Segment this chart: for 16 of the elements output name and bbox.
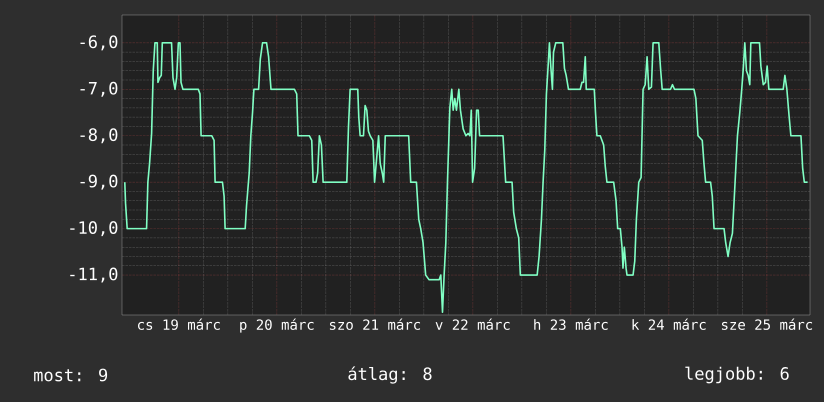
y-tick-label: -6,0: [80, 35, 118, 50]
x-tick-label: szo 21 márc: [330, 318, 420, 330]
y-tick-label: -10,0: [70, 221, 118, 236]
y-tick-label: -7,0: [80, 82, 118, 97]
x-tick-label: cs 19 márc: [138, 318, 220, 330]
y-tick-label: -8,0: [80, 128, 118, 144]
x-tick-label: h 23 márc: [534, 318, 608, 330]
text: legjobb: 6: [685, 366, 789, 384]
x-tick-label: sze 25 márc: [722, 318, 812, 330]
x-tick-label: v 22 márc: [436, 318, 510, 330]
y-tick-label: -9,0: [80, 174, 118, 190]
text: most: 9: [34, 368, 108, 382]
x-tick-label: p 20 márc: [240, 318, 314, 333]
x-tick-label: k 24 márc: [632, 318, 706, 330]
text: átlag: 8: [348, 366, 432, 384]
y-tick-label: -11,0: [70, 268, 118, 283]
